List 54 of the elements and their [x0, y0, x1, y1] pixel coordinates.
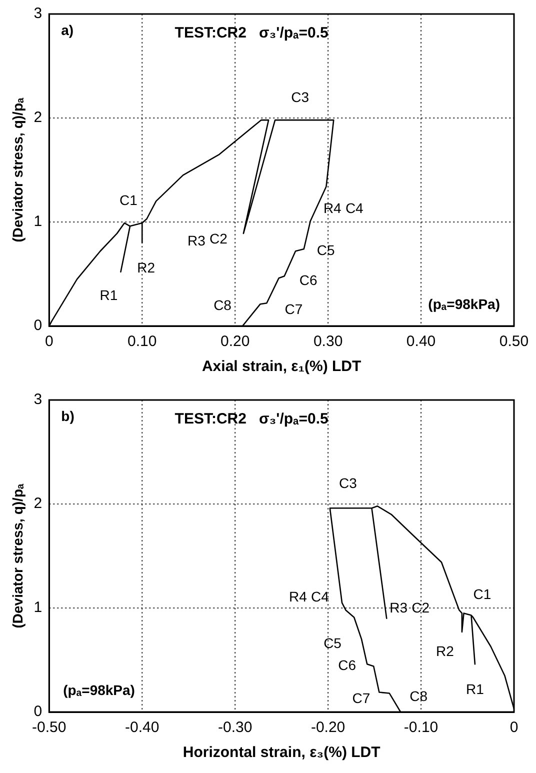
y-tick-label: 3: [34, 391, 42, 408]
y-axis-title: (Deviator stress, q)/pₐ: [9, 483, 26, 628]
y-axis-title: (Deviator stress, q)/pₐ: [9, 97, 26, 242]
x-tick-label: -0.10: [404, 719, 438, 736]
y-tick-label: 1: [34, 213, 42, 230]
x-tick-label: 0.40: [406, 333, 436, 350]
y-tick-label: 0: [34, 703, 42, 720]
annotation: C8: [214, 296, 232, 313]
annotation: C7: [284, 300, 303, 317]
y-tick-label: 0: [34, 317, 42, 334]
annotation: C4: [345, 200, 364, 216]
annotation: (pₐ=98kPa): [428, 296, 500, 312]
x-tick-label: -0.50: [32, 719, 66, 736]
x-tick-label: 0.10: [128, 333, 157, 350]
x-tick-label: 0: [510, 719, 518, 736]
annotation: C6: [338, 657, 356, 674]
annotation: R1: [100, 286, 118, 303]
annotation: C1: [119, 192, 138, 208]
annotation: R4: [323, 200, 342, 216]
annotation: R2: [436, 642, 454, 659]
annotation: C6: [299, 272, 318, 288]
annotation: C2: [210, 230, 228, 246]
annotation: a): [61, 22, 74, 38]
x-axis-title: Axial strain, ε₁(%) LDT: [202, 358, 362, 376]
x-tick-label: 0.50: [499, 333, 529, 350]
x-tick-label: 0: [44, 333, 54, 350]
annotation: (pₐ=98kPa): [63, 682, 135, 698]
annotation: R1: [466, 681, 484, 698]
annotation: R3: [390, 599, 408, 616]
x-tick-label: -0.20: [310, 719, 346, 736]
annotation: C5: [316, 242, 336, 258]
y-tick-label: 3: [34, 5, 42, 22]
annotation: b): [61, 408, 74, 424]
annotation: R3: [188, 232, 206, 248]
annotation: R2: [137, 260, 156, 276]
x-tick-label: 0.20: [220, 333, 250, 350]
annotation: C8: [410, 688, 428, 704]
annotation: C3: [291, 88, 310, 105]
text: TEST:CR2 σ₃'/pₐ=0.5: [174, 410, 328, 428]
x-tick-label: 0.30: [313, 333, 343, 350]
y-tick-label: 1: [34, 599, 42, 616]
annotation: C3: [338, 475, 358, 492]
y-tick-label: 2: [34, 495, 42, 512]
x-tick-label: -0.30: [218, 719, 252, 736]
annotation: C5: [324, 635, 342, 652]
annotation: R4: [289, 588, 308, 605]
x-tick-label: -0.40: [125, 719, 160, 736]
annotation: C7: [352, 690, 370, 706]
annotation: C2: [412, 599, 430, 616]
x-axis-title: Horizontal strain, ε₃(%) LDT: [182, 744, 380, 762]
annotation: C1: [473, 586, 492, 602]
y-tick-label: 2: [34, 109, 42, 126]
text: TEST:CR2 σ₃'/pₐ=0.5: [174, 24, 328, 42]
annotation: C4: [311, 588, 330, 605]
